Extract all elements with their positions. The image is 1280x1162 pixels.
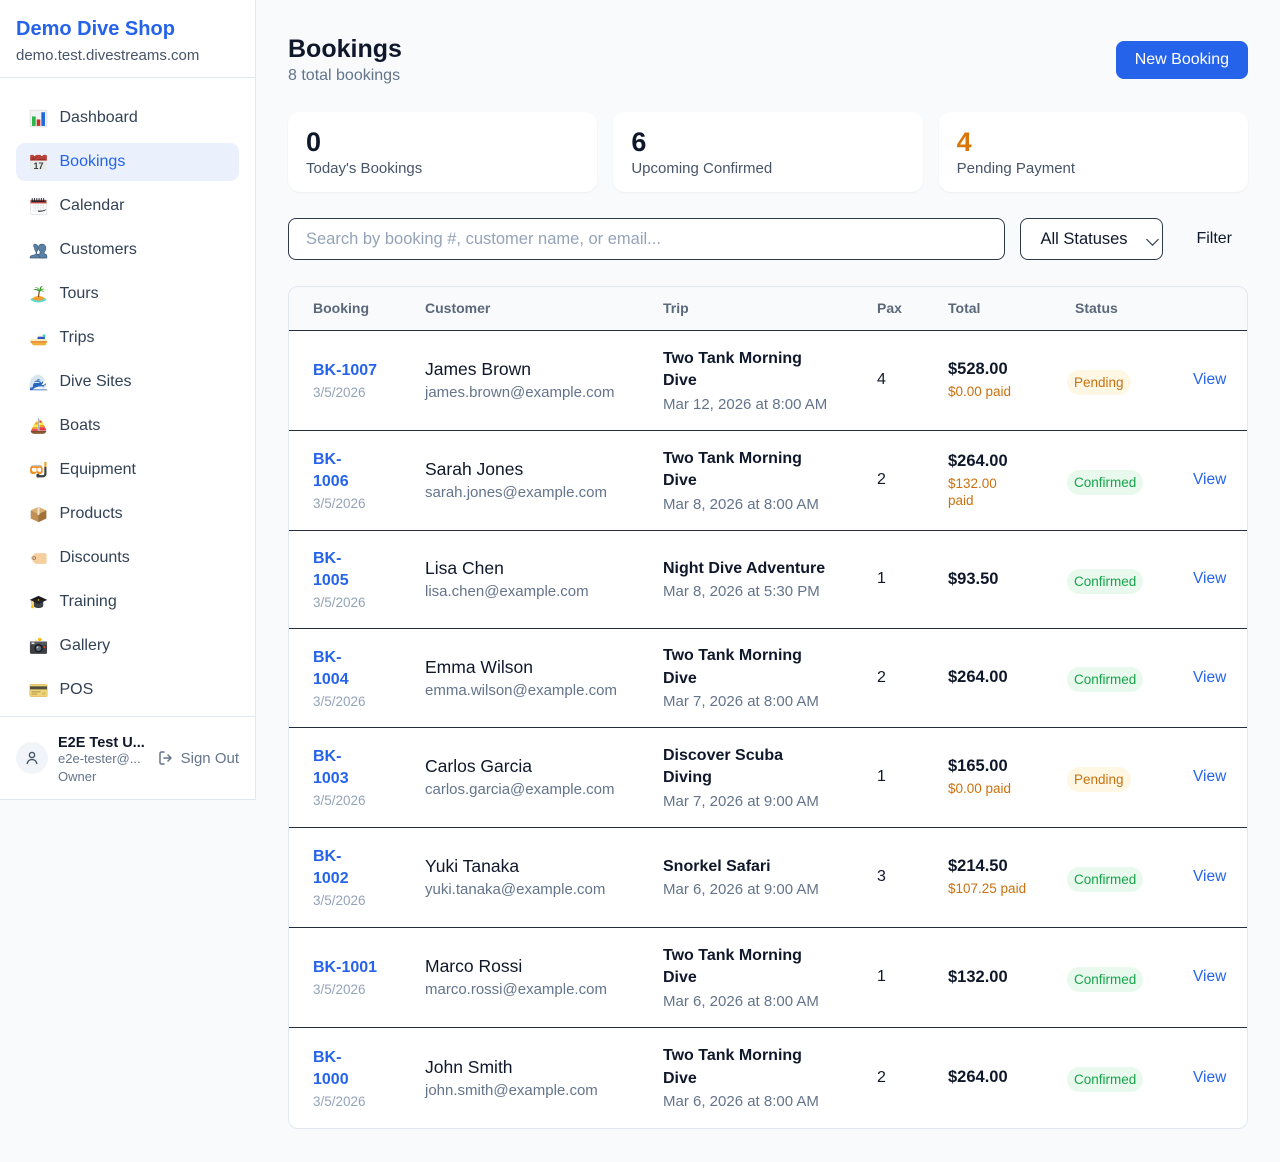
svg-text:17: 17 [33, 160, 43, 170]
